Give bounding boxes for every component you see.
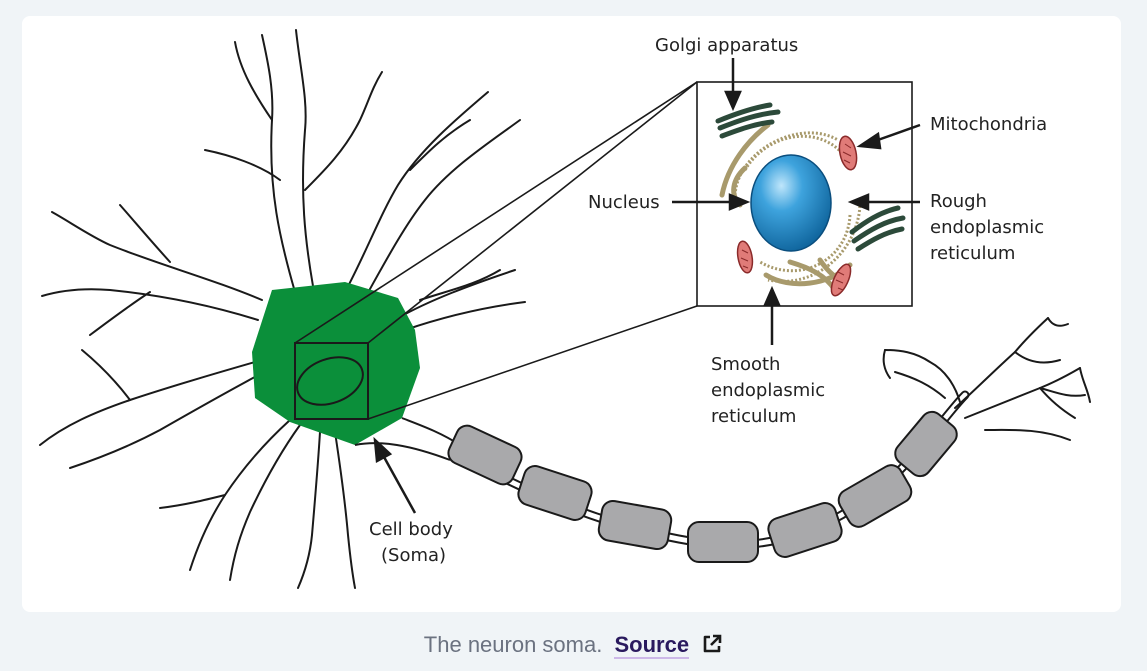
rough-er-label-line2: endoplasmic: [930, 217, 1044, 238]
source-link[interactable]: Source: [614, 632, 690, 659]
smooth-er-label-line2: endoplasmic: [711, 380, 825, 401]
figure-card: Golgi apparatus Mitochondria Nucleus Rou…: [22, 16, 1121, 612]
nucleus-label: Nucleus: [588, 192, 660, 213]
cell-body-label-line2: (Soma): [381, 545, 446, 566]
cell-body-label-line1: Cell body: [369, 519, 453, 540]
smooth-er-label-line3: reticulum: [711, 406, 796, 427]
myelin-sheaths: [447, 410, 958, 563]
golgi-apparatus: [715, 102, 906, 252]
label-arrows: [373, 58, 921, 514]
external-link-icon[interactable]: [701, 633, 723, 661]
zoom-lines: [294, 81, 698, 420]
soma-zoom-box: [294, 342, 369, 420]
mitochondria: [736, 135, 858, 297]
caption-text: The neuron soma.: [423, 632, 603, 657]
neuron-diagram: Golgi apparatus Mitochondria Nucleus Rou…: [39, 29, 1091, 589]
nucleus: [750, 154, 832, 252]
smooth-er-label-line1: Smooth: [711, 354, 780, 375]
figure-caption: The neuron soma. Source: [0, 632, 1147, 661]
rough-er-label-line1: Rough: [930, 191, 987, 212]
soma: [252, 282, 420, 445]
rough-er-label-line3: reticulum: [930, 243, 1015, 264]
axon-terminals: [882, 317, 1091, 441]
mitochondria-label: Mitochondria: [930, 114, 1047, 135]
dendrites: [39, 29, 526, 589]
soma-nucleus-outline: [296, 356, 364, 406]
golgi-label: Golgi apparatus: [655, 35, 798, 56]
